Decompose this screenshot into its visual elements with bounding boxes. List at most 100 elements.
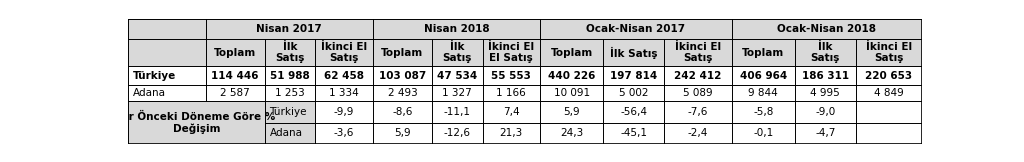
Text: -7,6: -7,6 (688, 107, 708, 117)
Bar (795, 85, 856, 101)
Text: Adana: Adana (269, 128, 302, 138)
Bar (795, 101, 856, 123)
Text: 406 964: 406 964 (739, 70, 786, 81)
Bar (432, 101, 482, 123)
Bar (665, 66, 731, 85)
Text: 197 814: 197 814 (610, 70, 657, 81)
Bar (603, 39, 665, 66)
Text: 1 334: 1 334 (330, 88, 359, 98)
Bar (206, 66, 265, 85)
Text: -4,7: -4,7 (815, 128, 836, 138)
Text: 5 089: 5 089 (683, 88, 713, 98)
Bar (265, 101, 315, 123)
Bar (206, 85, 265, 101)
Bar (540, 66, 603, 85)
Text: -12,6: -12,6 (443, 128, 471, 138)
Text: 4 995: 4 995 (810, 88, 841, 98)
Text: Nisan 2018: Nisan 2018 (424, 24, 489, 34)
Text: 55 553: 55 553 (492, 70, 531, 81)
Text: İlk
Satış: İlk Satış (811, 42, 840, 63)
Text: 9 844: 9 844 (749, 88, 778, 98)
Bar (265, 123, 315, 144)
Bar (665, 39, 731, 66)
Bar (265, 39, 315, 66)
Bar (731, 123, 795, 144)
Bar (373, 85, 432, 101)
Bar (432, 123, 482, 144)
Bar (373, 101, 432, 123)
Bar (128, 66, 206, 85)
Text: Toplam: Toplam (381, 47, 424, 58)
Bar (795, 66, 856, 85)
Text: 5,9: 5,9 (563, 107, 580, 117)
Bar (128, 101, 265, 144)
Bar (315, 66, 373, 85)
Text: 2 493: 2 493 (387, 88, 417, 98)
Text: 220 653: 220 653 (865, 70, 912, 81)
Text: 1 166: 1 166 (497, 88, 526, 98)
Text: 242 412: 242 412 (674, 70, 722, 81)
Text: -5,8: -5,8 (753, 107, 773, 117)
Text: Türkiye: Türkiye (133, 70, 176, 81)
Bar (540, 39, 603, 66)
Bar (603, 101, 665, 123)
Bar (540, 123, 603, 144)
Text: Nisan 2017: Nisan 2017 (256, 24, 323, 34)
Text: 47 534: 47 534 (437, 70, 477, 81)
Text: 2 587: 2 587 (220, 88, 250, 98)
Text: İlk
Satış: İlk Satış (442, 42, 472, 63)
Text: 114 446: 114 446 (212, 70, 259, 81)
Text: -0,1: -0,1 (754, 128, 773, 138)
Text: 1 327: 1 327 (442, 88, 472, 98)
Bar (731, 39, 795, 66)
Text: -11,1: -11,1 (443, 107, 471, 117)
Text: -9,0: -9,0 (815, 107, 836, 117)
Bar (603, 85, 665, 101)
Text: Türkiye: Türkiye (269, 107, 307, 117)
Text: 7,4: 7,4 (503, 107, 519, 117)
Text: İlk Satış: İlk Satış (610, 46, 657, 59)
Bar (856, 39, 922, 66)
Bar (540, 101, 603, 123)
Bar (603, 66, 665, 85)
Bar (856, 85, 922, 101)
Text: Ocak-Nisan 2017: Ocak-Nisan 2017 (587, 24, 685, 34)
Bar (665, 101, 731, 123)
Bar (432, 66, 482, 85)
Bar (856, 101, 922, 123)
Text: İkinci El
Satış: İkinci El Satış (865, 42, 911, 63)
Text: Ocak-Nisan 2018: Ocak-Nisan 2018 (777, 24, 877, 34)
Bar (315, 39, 373, 66)
Bar (315, 101, 373, 123)
Bar (206, 39, 265, 66)
Bar (856, 66, 922, 85)
Bar (265, 85, 315, 101)
Bar (128, 19, 206, 39)
Text: -3,6: -3,6 (334, 128, 354, 138)
Text: 5,9: 5,9 (394, 128, 411, 138)
Text: Toplam: Toplam (551, 47, 593, 58)
Text: -2,4: -2,4 (688, 128, 708, 138)
Bar (482, 123, 540, 144)
Text: 4 849: 4 849 (873, 88, 903, 98)
Bar (373, 123, 432, 144)
Text: 21,3: 21,3 (500, 128, 523, 138)
Bar (795, 39, 856, 66)
Text: 62 458: 62 458 (325, 70, 365, 81)
Bar (482, 66, 540, 85)
Text: 103 087: 103 087 (379, 70, 426, 81)
Text: 10 091: 10 091 (554, 88, 590, 98)
Text: -56,4: -56,4 (621, 107, 647, 117)
Text: Adana: Adana (133, 88, 166, 98)
Text: İkinci El
Satış: İkinci El Satış (675, 42, 721, 63)
Text: Toplam: Toplam (214, 47, 256, 58)
Bar (432, 85, 482, 101)
Bar (206, 19, 373, 39)
Text: 1 253: 1 253 (275, 88, 305, 98)
Bar (315, 85, 373, 101)
Bar (482, 85, 540, 101)
Text: -45,1: -45,1 (621, 128, 647, 138)
Bar (315, 123, 373, 144)
Bar (482, 39, 540, 66)
Bar (665, 85, 731, 101)
